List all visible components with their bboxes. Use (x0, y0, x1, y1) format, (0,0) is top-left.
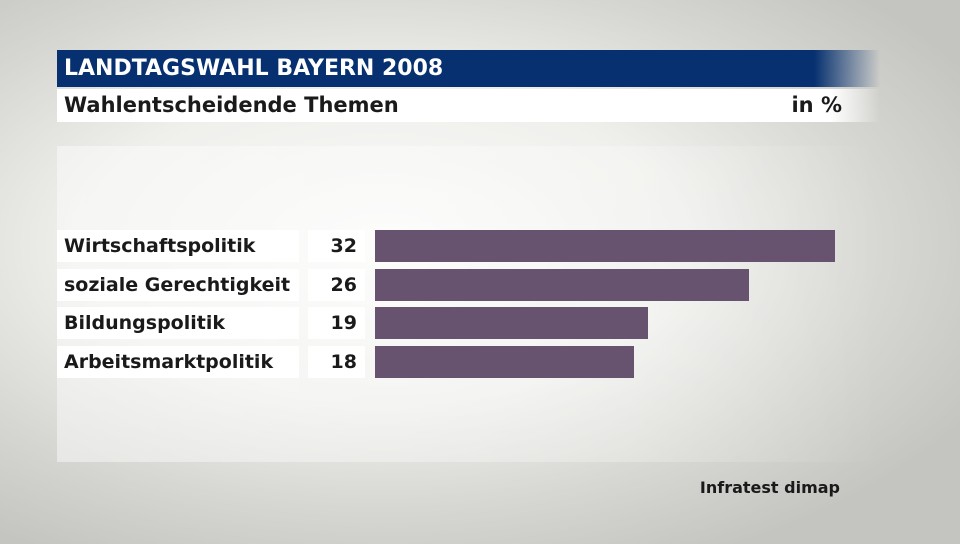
chart-title: LANDTAGSWAHL BAYERN 2008 (64, 56, 444, 81)
category-label: soziale Gerechtigkeit (64, 274, 291, 296)
bar (375, 230, 835, 262)
unit-label: in % (791, 93, 842, 117)
bar (375, 307, 648, 339)
category-label: Arbeitsmarktpolitik (64, 351, 274, 373)
subtitle-bar (57, 89, 880, 122)
chart-subtitle: Wahlentscheidende Themen (64, 93, 399, 117)
value-label-box (308, 346, 365, 378)
value-label: 19 (330, 312, 357, 334)
value-label: 26 (330, 274, 357, 296)
chart-panel (57, 146, 880, 462)
value-label-box (308, 269, 365, 301)
category-label: Bildungspolitik (64, 312, 225, 334)
source-label: Infratest dimap (699, 478, 840, 497)
header-bar (57, 50, 880, 87)
category-label-box (57, 307, 299, 339)
value-label: 18 (330, 351, 357, 373)
bar (375, 346, 634, 378)
value-label-box (308, 230, 365, 262)
bar (375, 269, 749, 301)
category-label-box (57, 346, 299, 378)
value-label-box (308, 307, 365, 339)
value-label: 32 (330, 235, 357, 257)
category-label-box (57, 230, 299, 262)
category-label-box (57, 269, 299, 301)
category-label: Wirtschaftspolitik (64, 235, 256, 257)
